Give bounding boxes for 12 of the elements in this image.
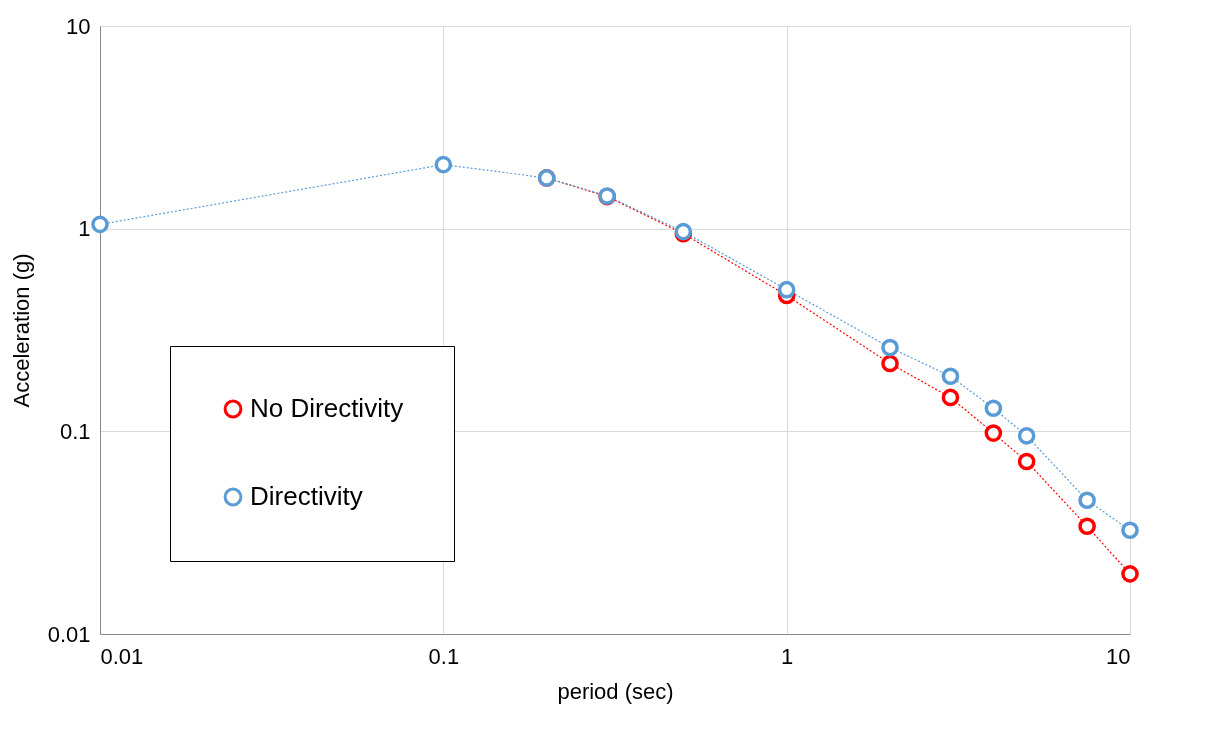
x-tick-label: 0.01 xyxy=(100,643,144,669)
y-tick-label: 1 xyxy=(78,216,91,242)
x-axis-title: period (sec) xyxy=(557,678,674,704)
legend-label: Directivity xyxy=(250,481,363,511)
y-tick-label: 0.01 xyxy=(47,621,91,647)
x-tick-label: 0.1 xyxy=(428,643,460,669)
x-tick-label: 10 xyxy=(1106,643,1131,669)
y-tick-label: 10 xyxy=(66,13,91,39)
x-tick-label: 1 xyxy=(781,643,794,669)
legend-label: No Directivity xyxy=(250,393,404,423)
y-axis-title: Acceleration (g) xyxy=(8,253,34,408)
y-tick-label: 0.1 xyxy=(59,418,91,444)
